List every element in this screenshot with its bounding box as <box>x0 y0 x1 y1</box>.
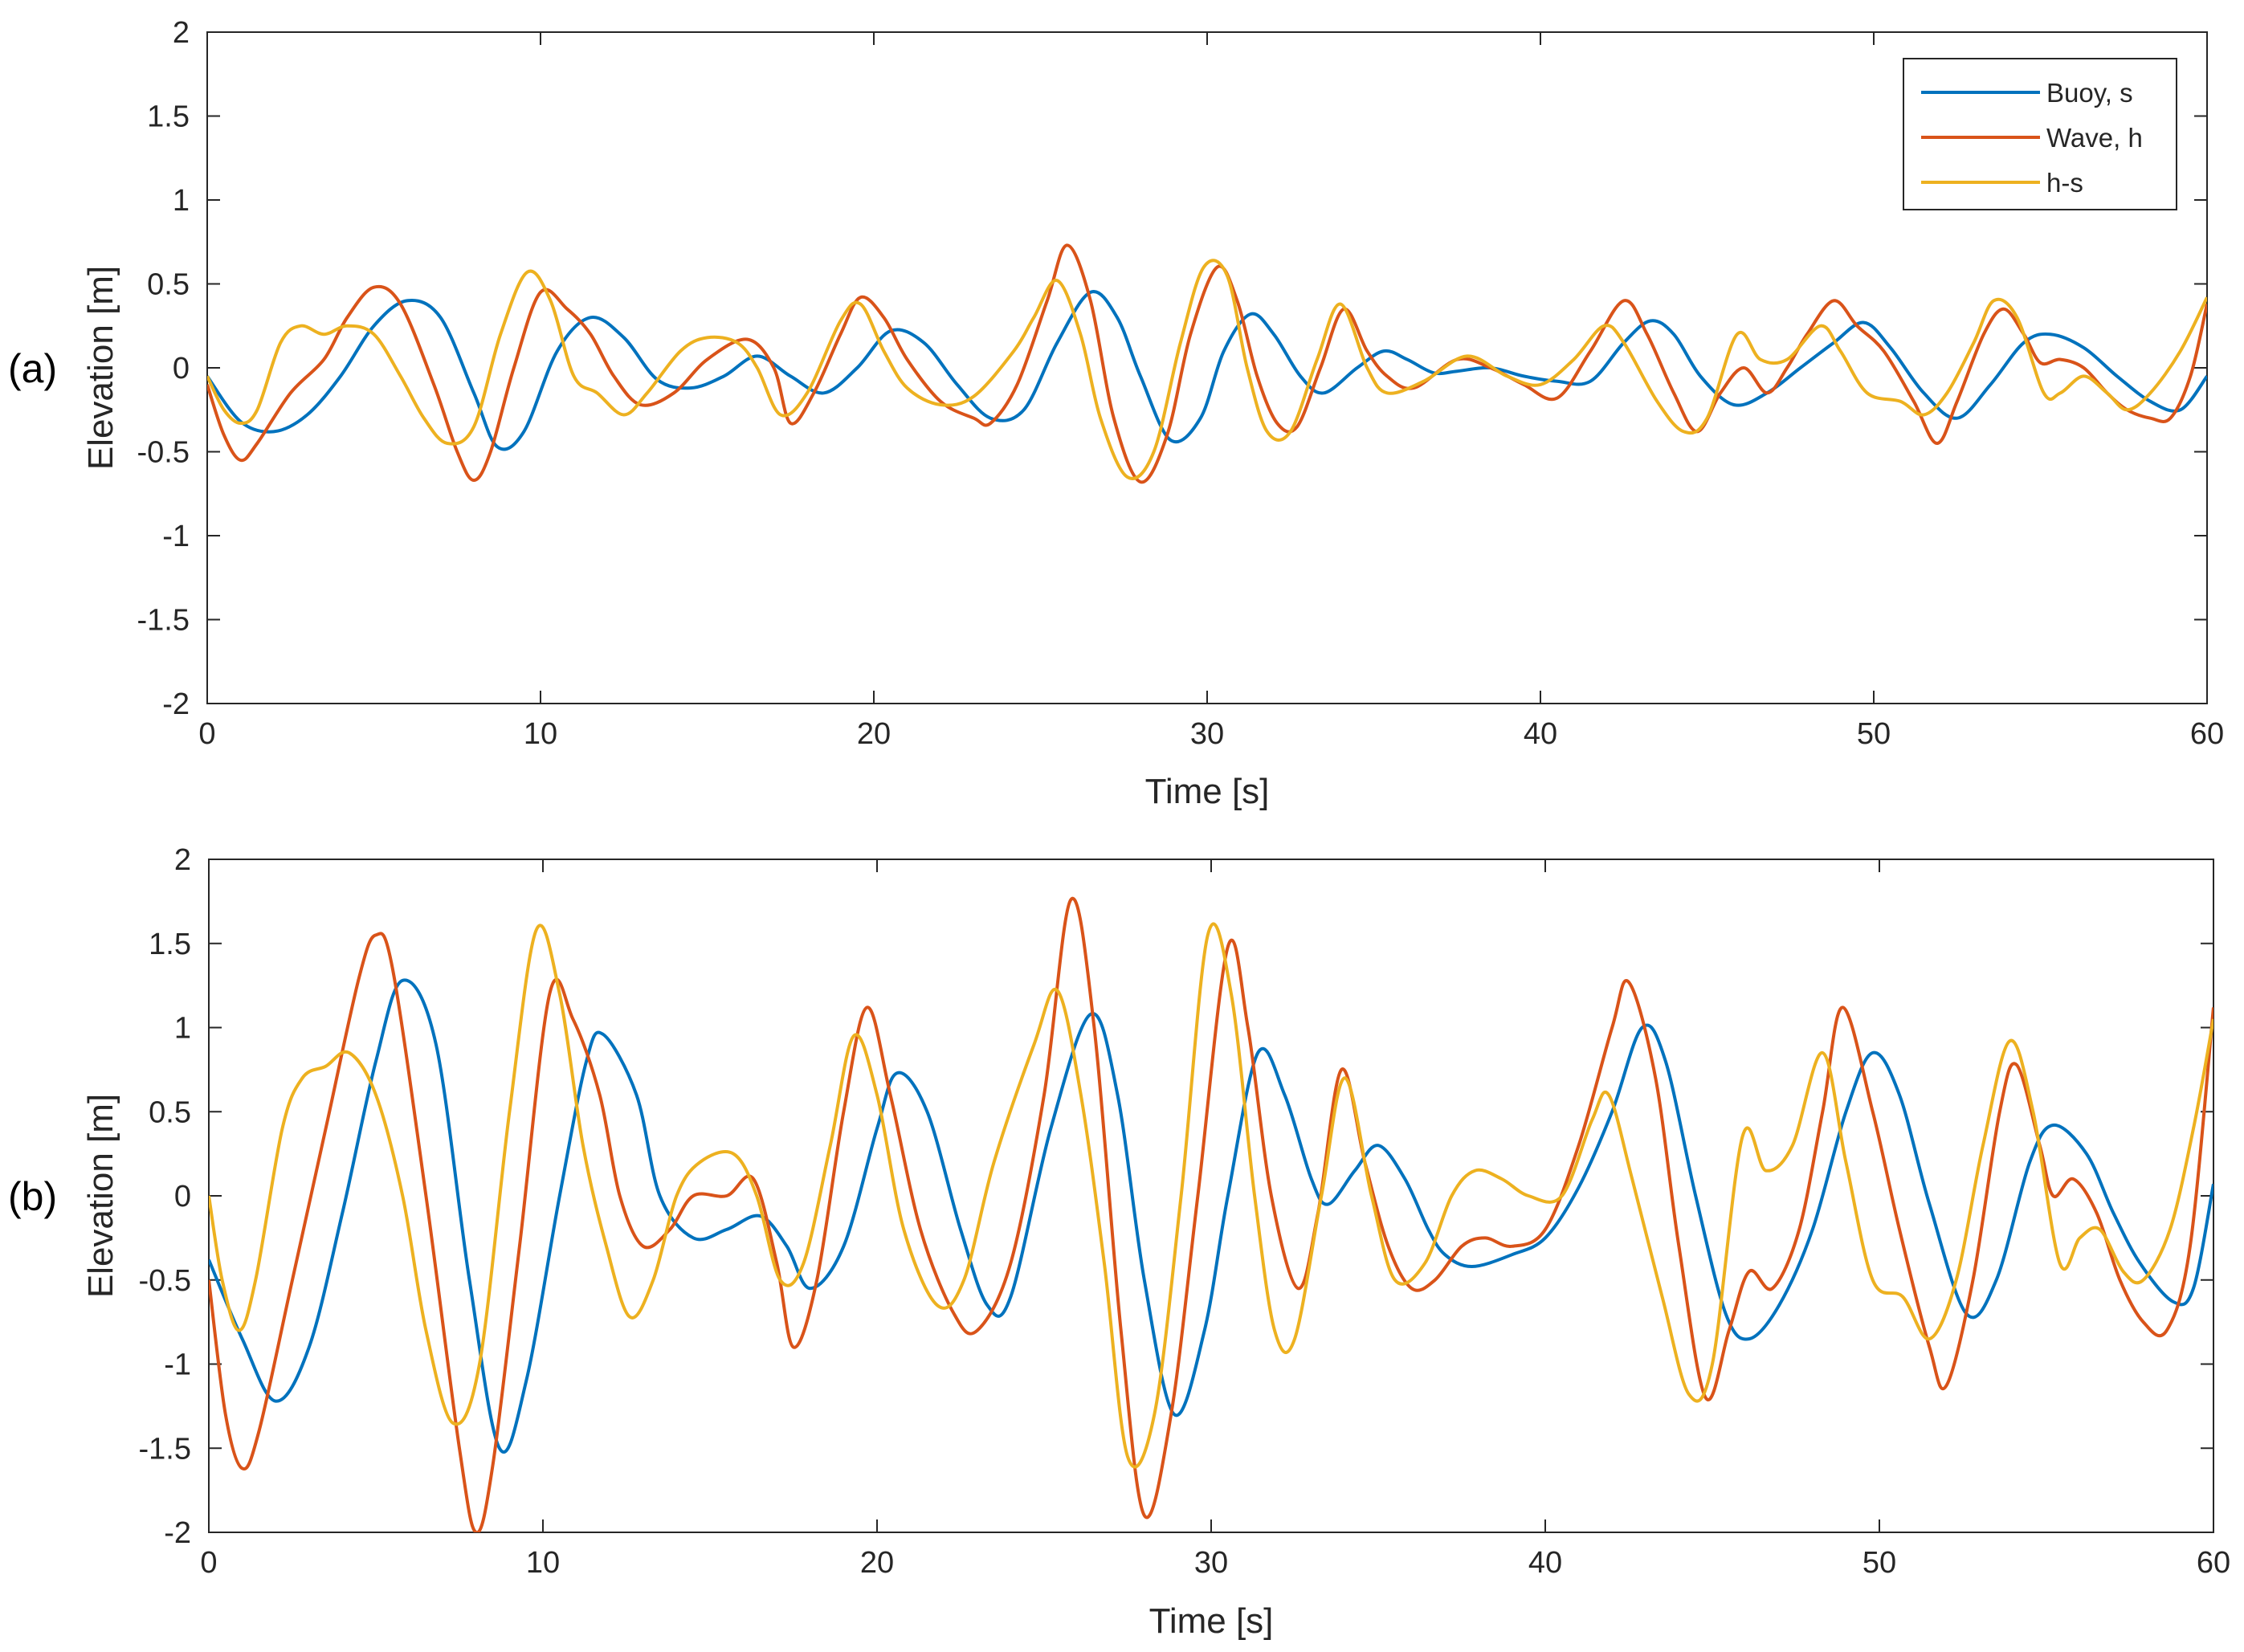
y-axis-title: Elevation [m] <box>81 266 120 470</box>
y-tick-label: 0.5 <box>147 268 190 302</box>
y-tick-label: 2 <box>174 843 191 877</box>
y-tick-label: 2 <box>173 16 190 50</box>
plot-area <box>208 859 2214 1533</box>
x-tick-label: 50 <box>1857 717 1891 751</box>
x-tick-label: 30 <box>1190 717 1224 751</box>
series-line-3 <box>207 259 2207 480</box>
x-tick-label: 0 <box>198 717 215 751</box>
y-tick-label: -2 <box>162 687 190 721</box>
x-tick-label: 60 <box>2190 717 2224 751</box>
x-axis-title: Time [s] <box>1149 1601 1274 1641</box>
panel-label: (b) <box>8 1174 57 1219</box>
series-line-1 <box>207 290 2207 451</box>
y-tick-label: -2 <box>164 1516 191 1550</box>
panel-b-chart: 0 10 20 30 40 50 60 -2 -1.5 -1 -0.5 0 0.5 1 1.5 2 Time [… <box>8 843 2230 1641</box>
x-tick-label: 20 <box>857 717 891 751</box>
series-line-2 <box>209 896 2213 1532</box>
x-tick-label: 50 <box>1863 1546 1896 1580</box>
legend-box <box>1903 58 2177 210</box>
y-tick-label: -1 <box>162 520 190 553</box>
x-axis-title: Time [s] <box>1145 772 1270 811</box>
legend: Buoy, s Wave, h h-s <box>1903 58 2177 210</box>
y-tick-label: 1.5 <box>149 928 191 961</box>
y-tick-label: 0 <box>174 1180 191 1214</box>
series-line-2 <box>207 243 2207 484</box>
x-tick-label: 40 <box>1528 1546 1562 1580</box>
x-tick-label: 40 <box>1524 717 1557 751</box>
plot-area <box>206 31 2208 704</box>
y-tick-label: 0 <box>173 352 190 385</box>
legend-entry: Wave, h <box>2046 123 2143 153</box>
legend-entry: h-s <box>2046 168 2083 198</box>
y-tick-label: -0.5 <box>139 1264 191 1298</box>
panel-label: (a) <box>8 346 57 391</box>
x-tick-label: 20 <box>860 1546 894 1580</box>
x-tick-label: 30 <box>1194 1546 1228 1580</box>
x-tick-label: 10 <box>526 1546 560 1580</box>
series-line-3 <box>209 922 2213 1469</box>
x-tick-label: 0 <box>200 1546 217 1580</box>
y-tick-label: -1.5 <box>137 604 190 638</box>
y-tick-label: -1.5 <box>139 1432 191 1466</box>
y-tick-label: -0.5 <box>137 436 190 470</box>
series-line-1 <box>209 978 2213 1454</box>
y-axis-title: Elevation [m] <box>81 1094 120 1298</box>
x-tick-label: 10 <box>524 717 557 751</box>
y-tick-label: 1 <box>174 1012 191 1046</box>
y-tick-label: 1 <box>173 184 190 218</box>
panel-a-chart: 0 10 20 30 40 50 60 -2 -1.5 -1 -0.5 0 0.5 1 1.5 2 Time [… <box>8 16 2224 811</box>
x-tick-label: 60 <box>2197 1546 2230 1580</box>
legend-entry: Buoy, s <box>2046 78 2133 108</box>
y-tick-label: 1.5 <box>147 100 190 134</box>
y-tick-label: 0.5 <box>149 1095 191 1129</box>
y-tick-label: -1 <box>164 1348 191 1382</box>
